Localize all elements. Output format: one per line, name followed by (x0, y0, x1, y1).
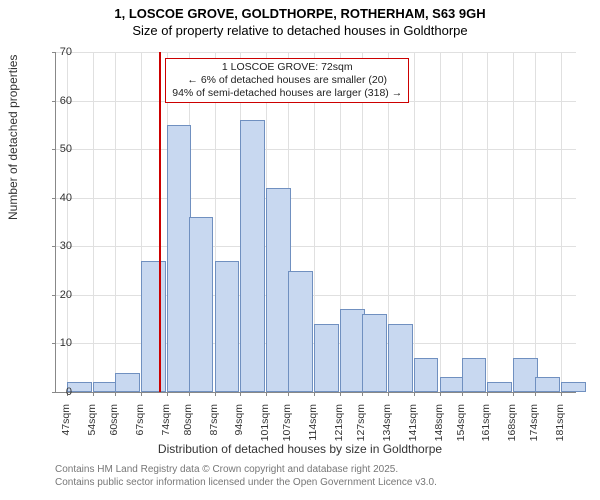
xtick-label: 107sqm (281, 404, 293, 454)
xtick-mark (215, 392, 216, 396)
xtick-label: 114sqm (307, 404, 319, 454)
chart-container: 1, LOSCOE GROVE, GOLDTHORPE, ROTHERHAM, … (0, 0, 600, 500)
xtick-label: 161sqm (480, 404, 492, 454)
xtick-mark (314, 392, 315, 396)
xtick-mark (362, 392, 363, 396)
histogram-bar (487, 382, 512, 392)
gridline-vertical (561, 52, 562, 392)
histogram-bar (414, 358, 439, 392)
histogram-bar (215, 261, 240, 392)
xtick-mark (189, 392, 190, 396)
annotation-line3: 94% of semi-detached houses are larger (… (172, 87, 402, 99)
histogram-bar (167, 125, 192, 392)
histogram-bar (362, 314, 387, 392)
ytick-label: 70 (42, 46, 72, 58)
histogram-bar (440, 377, 465, 392)
xtick-label: 141sqm (407, 404, 419, 454)
ytick-label: 60 (42, 95, 72, 107)
gridline-vertical (93, 52, 94, 392)
xtick-label: 174sqm (528, 404, 540, 454)
xtick-label: 154sqm (455, 404, 467, 454)
chart-area: 1 LOSCOE GROVE: 72sqm← 6% of detached ho… (55, 52, 575, 392)
xtick-mark (266, 392, 267, 396)
xtick-mark (388, 392, 389, 396)
gridline-vertical (535, 52, 536, 392)
gridline-horizontal (56, 198, 576, 199)
xtick-mark (561, 392, 562, 396)
xtick-label: 67sqm (134, 404, 146, 454)
xtick-mark (240, 392, 241, 396)
annotation-box: 1 LOSCOE GROVE: 72sqm← 6% of detached ho… (165, 58, 409, 103)
gridline-vertical (414, 52, 415, 392)
xtick-mark (115, 392, 116, 396)
xtick-mark (288, 392, 289, 396)
xtick-label: 121sqm (333, 404, 345, 454)
histogram-bar (535, 377, 560, 392)
ytick-label: 30 (42, 240, 72, 252)
histogram-bar (115, 373, 140, 392)
xtick-mark (414, 392, 415, 396)
gridline-horizontal (56, 246, 576, 247)
gridline-horizontal (56, 295, 576, 296)
attribution-line2: Contains public sector information licen… (55, 477, 437, 488)
histogram-bar (93, 382, 118, 392)
xtick-label: 134sqm (381, 404, 393, 454)
ytick-label: 20 (42, 289, 72, 301)
reference-line (159, 52, 161, 392)
ytick-label: 0 (42, 386, 72, 398)
ytick-label: 10 (42, 337, 72, 349)
y-axis-label: Number of detached properties (6, 55, 20, 220)
xtick-label: 127sqm (355, 404, 367, 454)
xtick-label: 94sqm (233, 404, 245, 454)
histogram-bar (266, 188, 291, 392)
xtick-mark (340, 392, 341, 396)
gridline-horizontal (56, 149, 576, 150)
gridline-vertical (487, 52, 488, 392)
histogram-bar (462, 358, 487, 392)
xtick-mark (487, 392, 488, 396)
page-subtitle: Size of property relative to detached ho… (0, 23, 600, 38)
xtick-label: 87sqm (208, 404, 220, 454)
histogram-bar (340, 309, 365, 392)
plot-region: 1 LOSCOE GROVE: 72sqm← 6% of detached ho… (55, 52, 576, 393)
gridline-vertical (462, 52, 463, 392)
histogram-bar (388, 324, 413, 392)
xtick-mark (93, 392, 94, 396)
histogram-bar (561, 382, 586, 392)
xtick-mark (462, 392, 463, 396)
histogram-bar (240, 120, 265, 392)
xtick-label: 168sqm (506, 404, 518, 454)
histogram-bar (189, 217, 214, 392)
xtick-mark (141, 392, 142, 396)
xtick-mark (167, 392, 168, 396)
xtick-label: 47sqm (60, 404, 72, 454)
xtick-label: 60sqm (108, 404, 120, 454)
histogram-bar (288, 271, 313, 392)
gridline-vertical (513, 52, 514, 392)
ytick-label: 50 (42, 143, 72, 155)
attribution-line1: Contains HM Land Registry data © Crown c… (55, 464, 398, 475)
xtick-label: 148sqm (433, 404, 445, 454)
histogram-bar (513, 358, 538, 392)
attribution-text: Contains HM Land Registry data © Crown c… (55, 464, 437, 489)
gridline-vertical (440, 52, 441, 392)
xtick-label: 181sqm (554, 404, 566, 454)
histogram-bar (314, 324, 339, 392)
gridline-vertical (115, 52, 116, 392)
xtick-label: 80sqm (182, 404, 194, 454)
histogram-bar (141, 261, 166, 392)
gridline-horizontal (56, 52, 576, 53)
xtick-label: 74sqm (160, 404, 172, 454)
xtick-label: 54sqm (86, 404, 98, 454)
xtick-label: 101sqm (259, 404, 271, 454)
ytick-label: 40 (42, 192, 72, 204)
xtick-mark (535, 392, 536, 396)
annotation-line1: 1 LOSCOE GROVE: 72sqm (222, 61, 353, 73)
page-title: 1, LOSCOE GROVE, GOLDTHORPE, ROTHERHAM, … (0, 0, 600, 21)
annotation-line2: ← 6% of detached houses are smaller (20) (187, 74, 387, 86)
xtick-mark (440, 392, 441, 396)
xtick-mark (513, 392, 514, 396)
